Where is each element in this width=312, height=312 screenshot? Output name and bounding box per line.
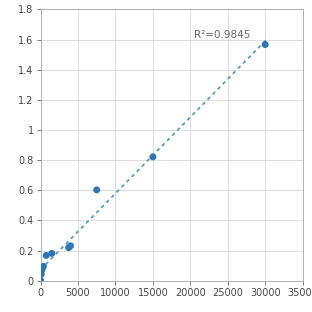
- Point: [41, 264, 46, 269]
- Point: [39, 267, 44, 272]
- Point: [49, 251, 54, 256]
- Point: [150, 154, 155, 159]
- Point: [66, 245, 71, 250]
- Point: [38, 278, 43, 283]
- Point: [68, 243, 73, 248]
- Point: [39, 272, 44, 277]
- Point: [44, 253, 49, 258]
- Text: R²=0.9845: R²=0.9845: [194, 31, 251, 41]
- Point: [263, 42, 268, 47]
- Point: [94, 188, 99, 193]
